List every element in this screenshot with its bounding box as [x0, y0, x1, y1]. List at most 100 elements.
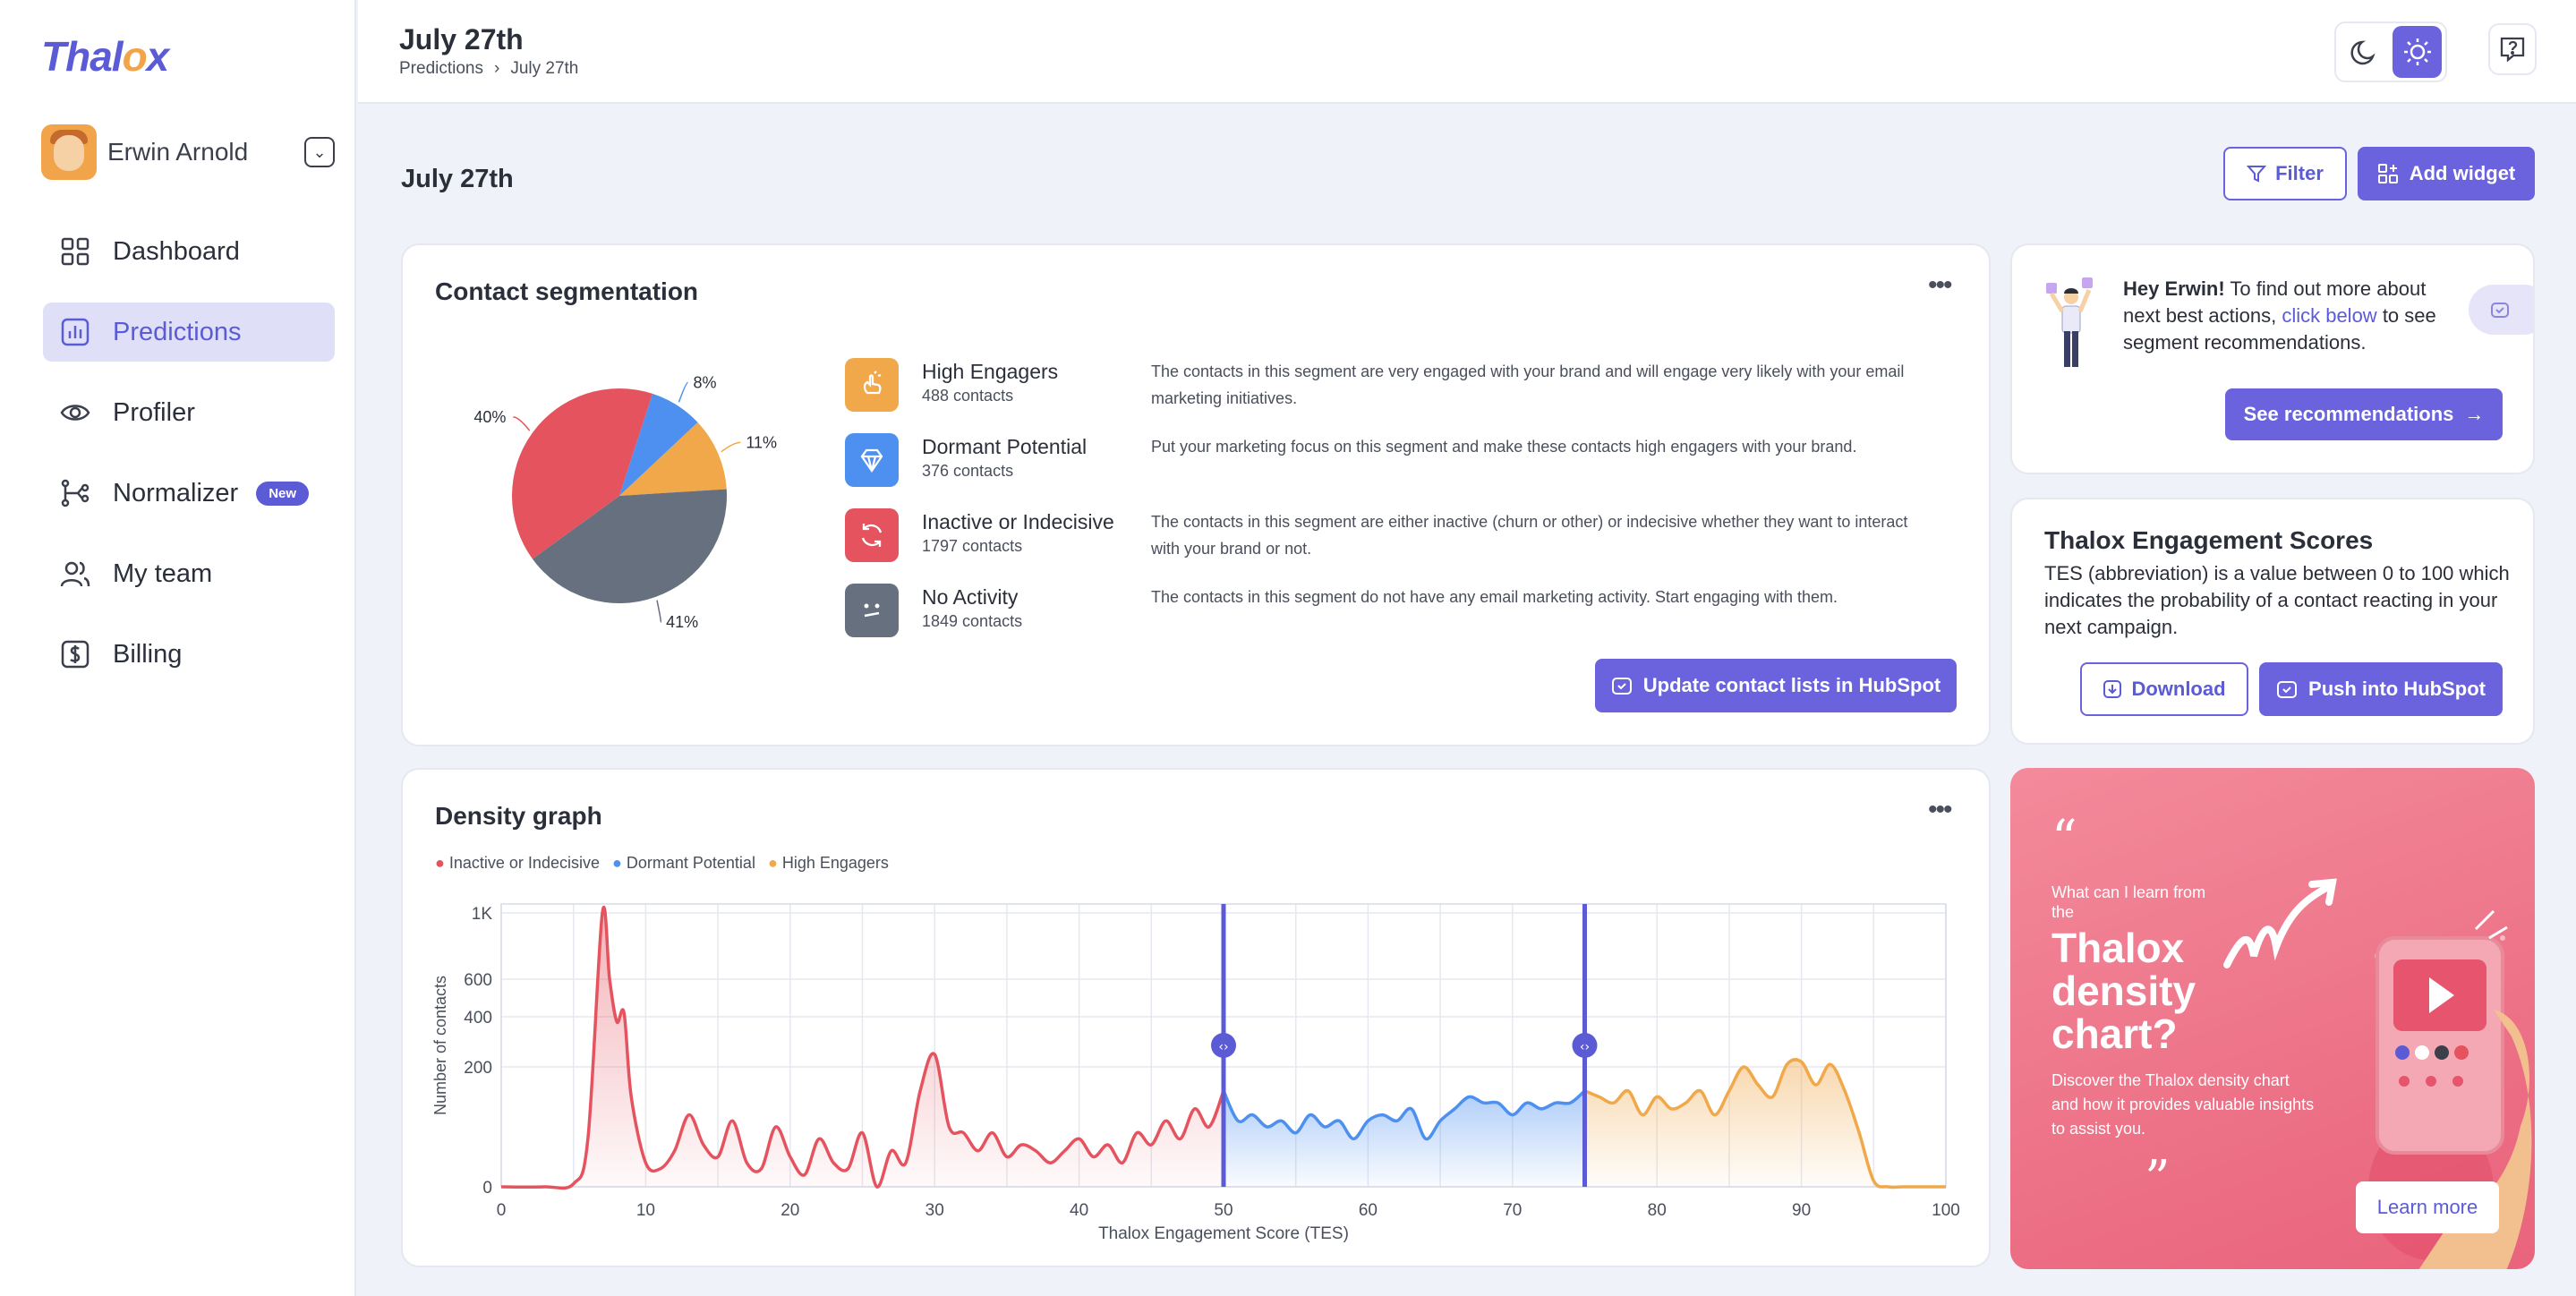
diamond-icon: [845, 433, 899, 487]
hand-icon: [845, 358, 899, 412]
x-tick-label: 40: [1070, 1201, 1088, 1220]
more-options-icon[interactable]: •••: [1928, 270, 1952, 300]
segment-name: No Activity: [922, 585, 1019, 609]
download-label: Download: [2131, 678, 2226, 700]
pie-value-label: 8%: [694, 373, 717, 391]
sidebar: Thalox Erwin Arnold ⌄ Dashboard Predicti…: [0, 0, 356, 1296]
filter-button[interactable]: Filter: [2223, 147, 2347, 200]
update-hubspot-label: Update contact lists in HubSpot: [1642, 674, 1941, 696]
segment-description: The contacts in this segment are very en…: [1151, 362, 1905, 407]
drag-handle-icon: ‹›: [1580, 1040, 1590, 1054]
x-tick-label: 100: [1932, 1201, 1960, 1220]
user-menu[interactable]: Erwin Arnold ⌄: [41, 124, 335, 181]
x-tick-label: 30: [925, 1201, 944, 1220]
x-tick-label: 80: [1648, 1201, 1667, 1220]
breadcrumb-current: July 27th: [510, 59, 579, 78]
x-tick-label: 60: [1359, 1201, 1378, 1220]
x-tick-label: 70: [1503, 1201, 1522, 1220]
see-recommendations-label: See recommendations: [2243, 403, 2454, 425]
sidebar-item-profiler[interactable]: Profiler: [43, 383, 335, 442]
segment-no-activity[interactable]: No Activity 1849 contacts The contacts i…: [845, 584, 1955, 644]
segment-inactive-indecisive[interactable]: Inactive or Indecisive 1797 contacts The…: [845, 508, 1955, 569]
sidebar-item-my-team[interactable]: My team: [43, 544, 335, 603]
density-area: [1584, 1059, 1946, 1188]
pie-slice: [619, 393, 698, 496]
theme-toggle: [2334, 21, 2447, 82]
density-chart: 0 10 20 30 40 50 60 70 80 90 100 0 200 400 600 1K Thalox…: [431, 903, 1960, 1243]
thalox-logo[interactable]: Thalox: [41, 33, 169, 80]
welcome-message: Hey Erwin! To find out more about next b…: [2123, 277, 2436, 354]
click-below-link[interactable]: click below: [2282, 304, 2377, 327]
sidebar-item-predictions[interactable]: Predictions: [43, 303, 335, 362]
x-axis-label: Thalox Engagement Score (TES): [1098, 1224, 1349, 1243]
pie-value-label: 40%: [473, 408, 506, 426]
squiggle-arrow-icon: [2223, 878, 2337, 968]
promo-body: Discover the Thalox density chart and ho…: [2051, 1071, 2315, 1138]
push-hubspot-button[interactable]: Push into HubSpot: [2259, 662, 2503, 716]
push-hubspot-label: Push into HubSpot: [2308, 678, 2486, 700]
neutral-face-icon: [845, 584, 899, 637]
promo-heading-2: density: [2051, 968, 2196, 1014]
sidebar-item-billing[interactable]: Billing: [43, 625, 335, 684]
see-recommendations-button[interactable]: See recommendations →: [2225, 388, 2503, 440]
chart-icon: [59, 316, 91, 348]
x-tick-label: 0: [497, 1201, 507, 1220]
download-button[interactable]: Download: [2080, 662, 2248, 716]
x-tick-label: 10: [636, 1201, 655, 1220]
hubspot-sync-icon: [2277, 681, 2298, 698]
sidebar-item-label: Dashboard: [113, 236, 240, 266]
y-tick-label: 600: [464, 971, 492, 990]
sun-icon[interactable]: [2393, 26, 2442, 78]
segment-description: Put your marketing focus on this segment…: [1151, 438, 1857, 456]
sidebar-nav: Dashboard Predictions Profiler Normalize…: [43, 222, 335, 705]
legend-item[interactable]: ● Dormant Potential: [611, 854, 755, 872]
sidebar-item-normalizer[interactable]: Normalizer New: [43, 464, 335, 523]
tes-description: TES (abbreviation) is a value between 0 …: [2044, 562, 2510, 638]
density-legend: ● Inactive or Indecisive ● Dormant Poten…: [435, 854, 889, 873]
add-widget-label: Add widget: [2409, 162, 2516, 184]
x-tick-label: 90: [1792, 1201, 1811, 1220]
engagement-scores-card: Thalox Engagement Scores TES (abbreviati…: [2010, 498, 2535, 745]
segment-dormant-potential[interactable]: Dormant Potential 376 contacts Put your …: [845, 433, 1955, 494]
segment-description: The contacts in this segment are either …: [1151, 513, 1908, 558]
arrow-right-icon: →: [2464, 403, 2485, 425]
pie-leader-line: [656, 600, 662, 623]
update-hubspot-button[interactable]: Update contact lists in HubSpot: [1595, 659, 1957, 712]
sidebar-item-label: Predictions: [113, 317, 242, 346]
help-icon[interactable]: [2488, 23, 2537, 75]
pie-value-label: 41%: [666, 613, 698, 631]
chevron-down-icon[interactable]: ⌄: [304, 137, 335, 167]
promo-card: “ What can I learn from the Thalox densi…: [2010, 768, 2535, 1269]
users-icon: [59, 558, 91, 590]
x-tick-label: 50: [1214, 1201, 1233, 1220]
sidebar-item-label: Normalizer: [113, 478, 239, 507]
y-tick-label: 0: [482, 1179, 492, 1198]
filter-icon: [2247, 166, 2267, 183]
breadcrumb-parent[interactable]: Predictions: [399, 59, 483, 78]
density-line: [500, 905, 1225, 1190]
segment-name: High Engagers: [922, 360, 1059, 383]
side-tab-icon[interactable]: [2469, 285, 2533, 335]
moon-icon[interactable]: [2340, 26, 2389, 78]
more-options-icon[interactable]: •••: [1928, 795, 1952, 824]
grid-icon: [59, 235, 91, 268]
legend-item[interactable]: ● Inactive or Indecisive: [435, 854, 600, 872]
learn-more-button[interactable]: Learn more: [2356, 1181, 2499, 1233]
segment-count: 376 contacts: [922, 462, 1014, 480]
segment-high-engagers[interactable]: High Engagers 488 contacts The contacts …: [845, 358, 1955, 419]
pie-value-label: 11%: [746, 433, 777, 451]
y-axis-label: Number of contacts: [431, 976, 449, 1115]
x-tick-label: 20: [780, 1201, 799, 1220]
legend-item[interactable]: ● High Engagers: [767, 854, 889, 872]
threshold-handle: [1211, 1033, 1236, 1058]
pie-slice: [532, 489, 727, 603]
page-title: July 27th: [401, 165, 514, 193]
add-widget-button[interactable]: Add widget: [2358, 147, 2535, 200]
branch-icon: [59, 477, 91, 509]
sidebar-item-dashboard[interactable]: Dashboard: [43, 222, 335, 281]
new-badge: New: [256, 481, 310, 506]
sidebar-item-label: My team: [113, 558, 213, 588]
card-title: Density graph: [435, 802, 602, 830]
dollar-icon: [59, 638, 91, 670]
top-bar: July 27th Predictions › July 27th: [358, 0, 2576, 104]
